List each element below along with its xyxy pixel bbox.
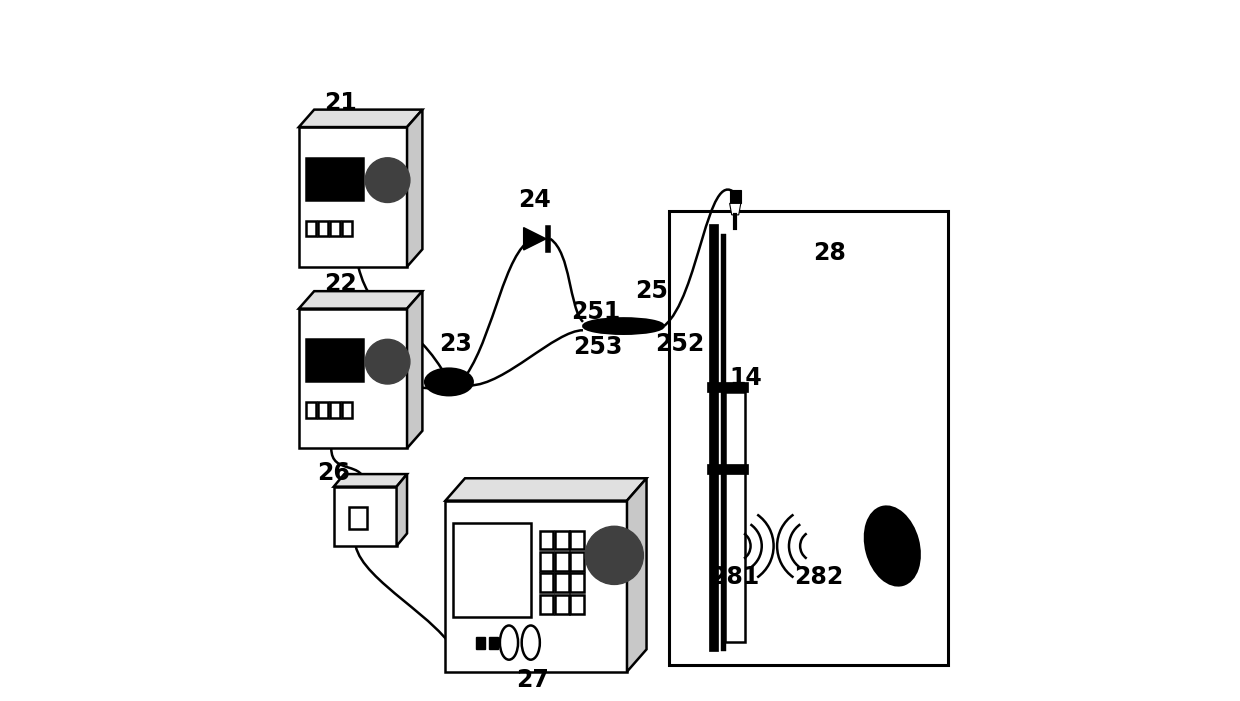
Polygon shape	[299, 109, 423, 127]
Polygon shape	[707, 463, 748, 474]
Ellipse shape	[583, 318, 663, 334]
Text: 281: 281	[711, 566, 760, 590]
Polygon shape	[299, 127, 407, 266]
Polygon shape	[476, 637, 485, 649]
Polygon shape	[299, 308, 407, 448]
Polygon shape	[445, 478, 646, 501]
Polygon shape	[729, 203, 740, 215]
Polygon shape	[722, 233, 727, 651]
Text: 28: 28	[813, 240, 846, 265]
Text: 26: 26	[317, 461, 350, 484]
Text: 25: 25	[635, 279, 668, 303]
Text: 27: 27	[516, 668, 549, 692]
Text: 24: 24	[518, 189, 552, 212]
Text: 252: 252	[655, 332, 704, 355]
Text: 282: 282	[795, 566, 843, 590]
Polygon shape	[627, 478, 646, 672]
Polygon shape	[334, 474, 407, 486]
Ellipse shape	[425, 369, 472, 395]
Text: 253: 253	[573, 335, 622, 359]
Circle shape	[366, 158, 410, 203]
Polygon shape	[299, 291, 423, 308]
Text: 251: 251	[570, 300, 620, 324]
Text: 21: 21	[325, 90, 357, 115]
Ellipse shape	[866, 507, 920, 585]
Polygon shape	[306, 158, 362, 200]
Text: 23: 23	[439, 332, 472, 355]
Polygon shape	[407, 291, 423, 448]
Polygon shape	[523, 228, 546, 250]
Polygon shape	[489, 637, 498, 649]
Polygon shape	[306, 339, 362, 381]
Circle shape	[366, 339, 410, 384]
Text: 22: 22	[325, 272, 357, 296]
Polygon shape	[407, 109, 423, 266]
Polygon shape	[707, 382, 748, 393]
Circle shape	[585, 526, 644, 585]
Polygon shape	[334, 486, 397, 546]
Polygon shape	[729, 190, 740, 203]
Polygon shape	[709, 224, 718, 651]
Polygon shape	[718, 233, 722, 651]
Polygon shape	[445, 501, 627, 672]
Text: 14: 14	[729, 367, 763, 390]
Polygon shape	[725, 393, 745, 642]
Polygon shape	[397, 474, 407, 546]
